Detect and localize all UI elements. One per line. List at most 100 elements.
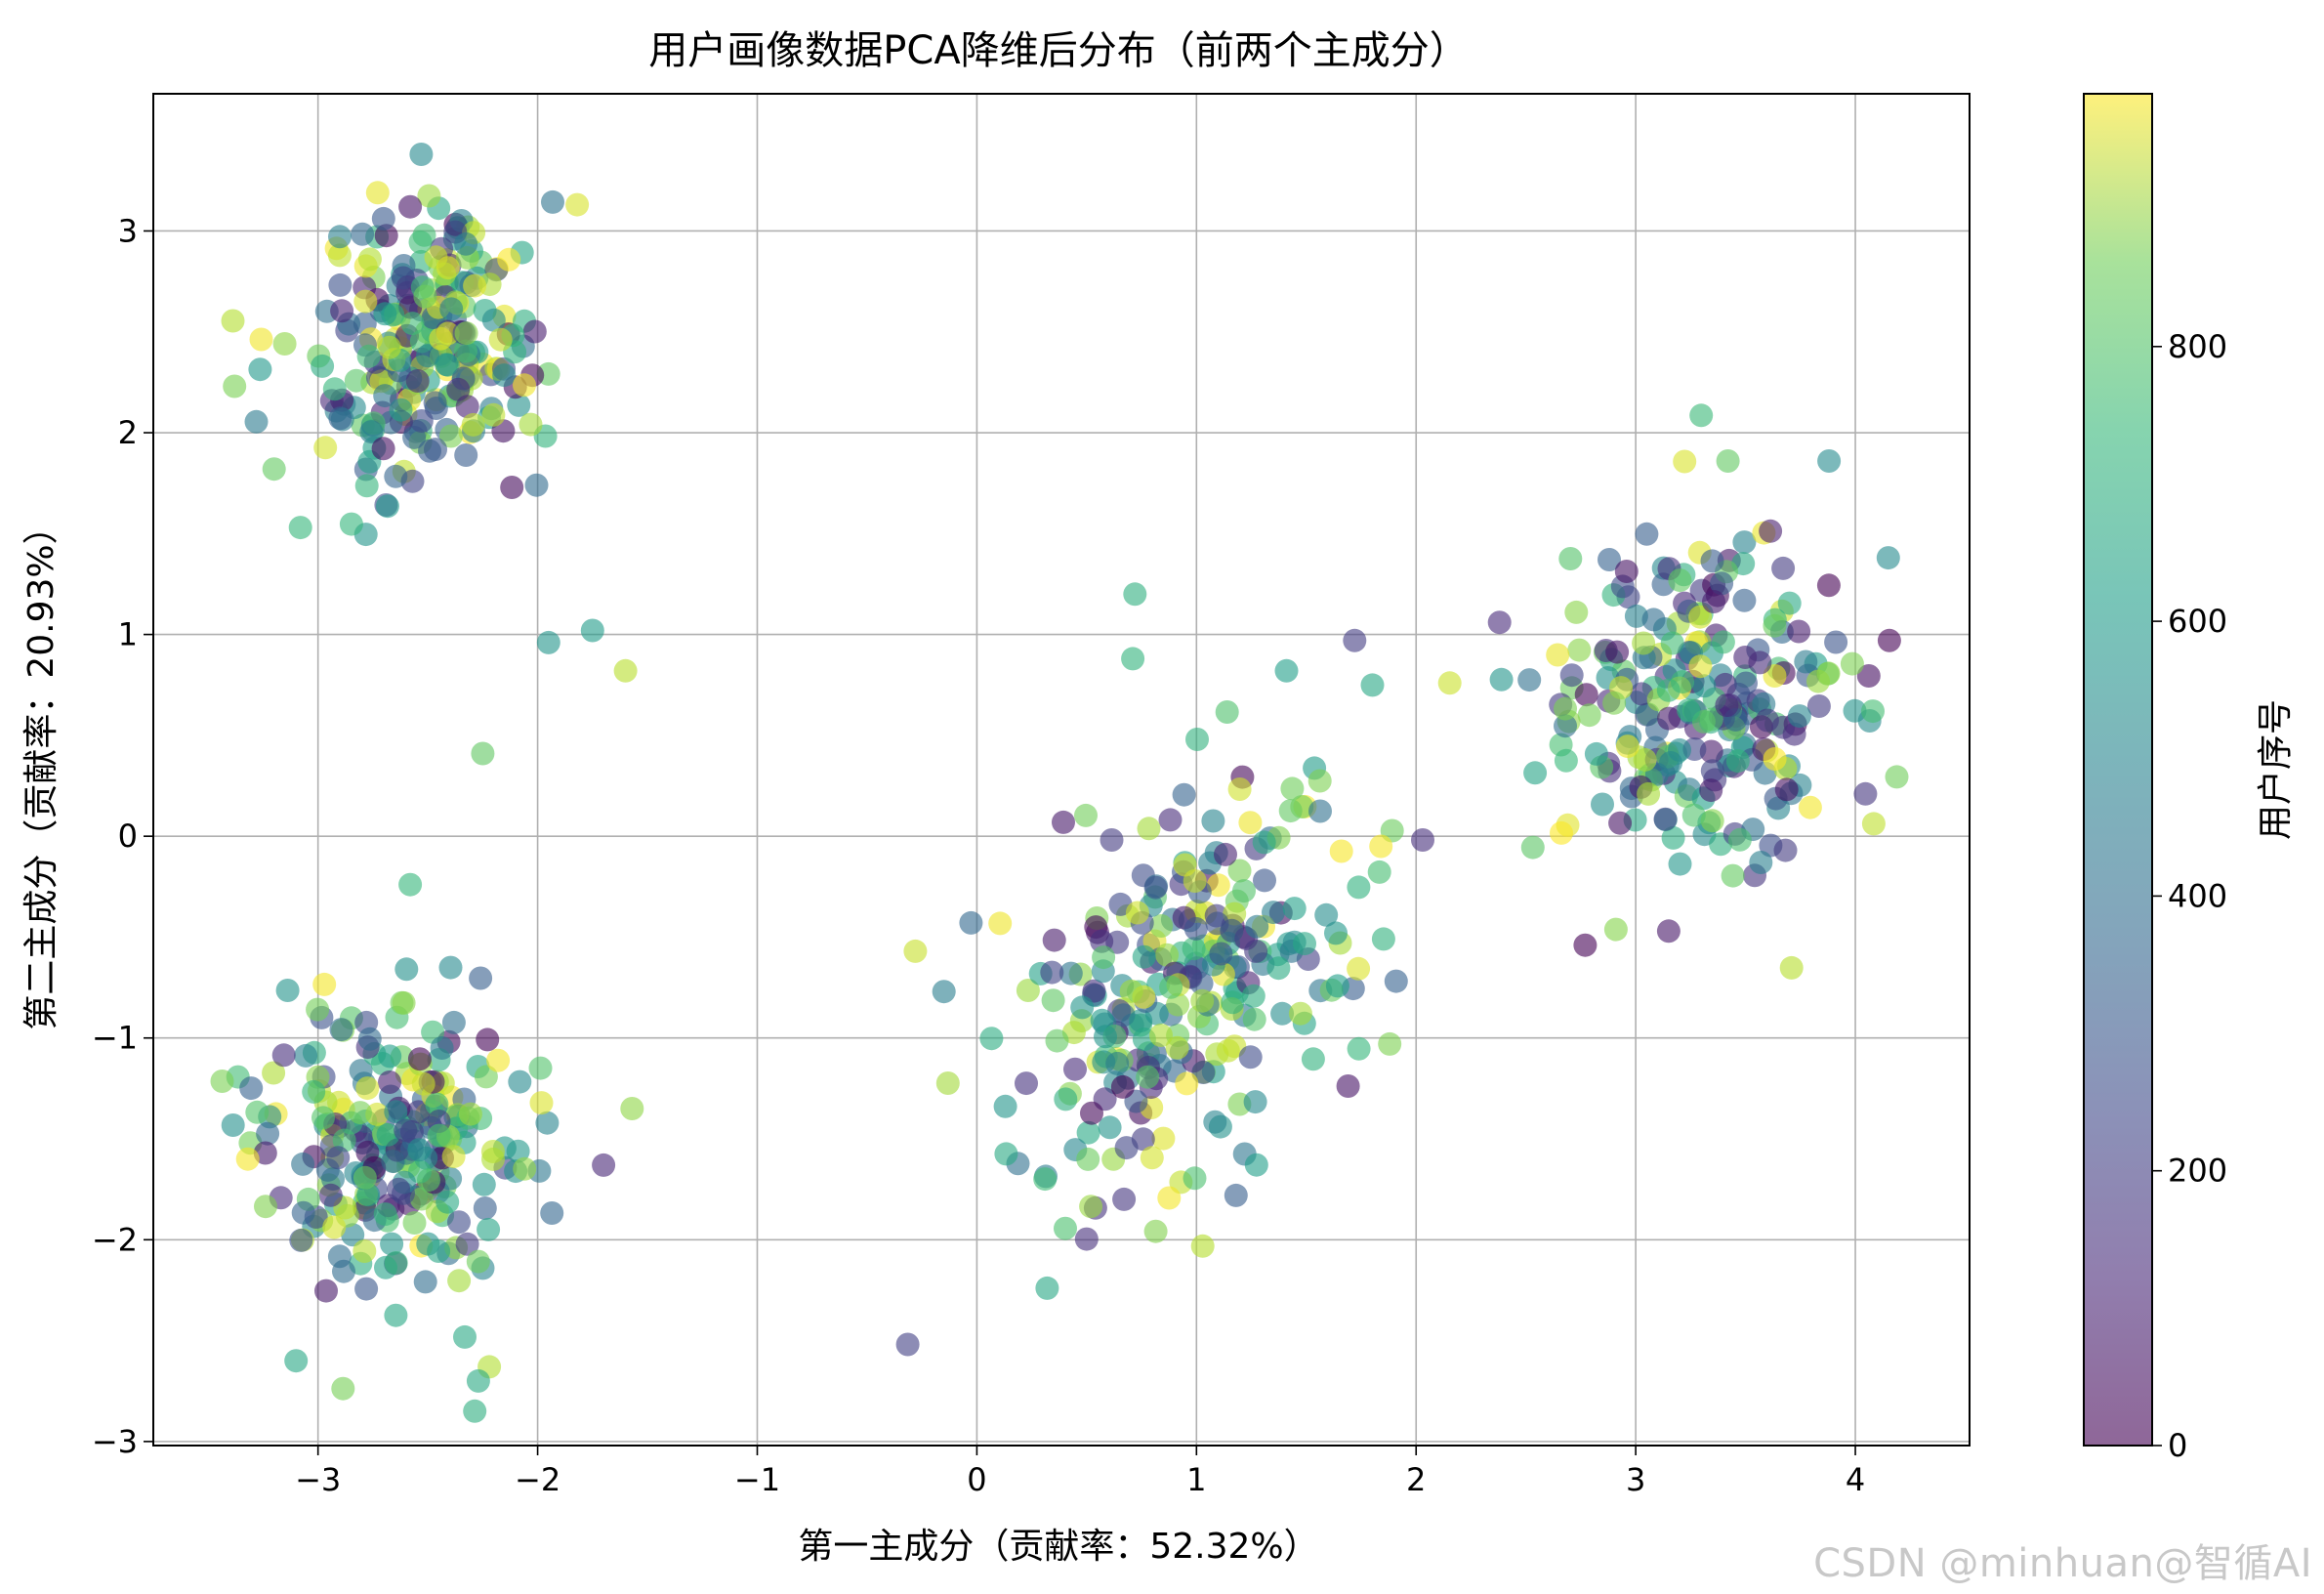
scatter-point [1136,1065,1160,1089]
scatter-point [1702,590,1725,613]
scatter-point [1329,839,1353,863]
scatter-point [1347,875,1371,900]
scatter-point [249,327,273,352]
scatter-point [620,1097,644,1120]
scatter-point [391,266,415,290]
scatter-point [400,312,425,336]
scatter-point [1112,1187,1137,1211]
scatter-point [1282,897,1307,921]
scatter-point [580,618,604,643]
scatter-point [1157,1186,1182,1210]
scatter-point [1052,810,1075,834]
scatter-point [409,1187,434,1211]
scatter-point [1554,748,1578,773]
scatter-point [455,1232,479,1256]
scatter-point [1092,945,1116,970]
scatter-point [371,437,395,461]
scatter-point [1777,591,1802,615]
scatter-point [387,1177,411,1201]
scatter-point [1190,1234,1215,1258]
scatter-point [1035,1276,1059,1300]
scatter-point [466,1249,490,1274]
scatter-point [1293,932,1316,956]
scatter-point [328,406,353,431]
scatter-point [1721,863,1745,888]
scatter-point [1253,868,1276,893]
y-tick-label: 1 [118,616,138,653]
scatter-point [1715,693,1739,718]
scatter-point [341,1223,365,1247]
scatter-point [528,1056,553,1080]
scatter-point [994,1142,1018,1166]
scatter-point [1853,781,1878,806]
scatter-point [354,474,379,498]
scatter-point [291,1152,315,1176]
scatter-point [463,273,487,298]
scatter-point [1343,628,1367,652]
scatter-point [244,409,269,434]
scatter-point [1215,700,1239,724]
scatter-point [254,1195,277,1219]
scatter-point [1759,519,1783,543]
scatter-point [540,1201,564,1225]
scatter-point [353,1239,377,1263]
scatter-point [454,321,478,346]
scatter-point [1252,830,1276,855]
scatter-point [330,299,354,323]
scatter-point [378,1070,401,1094]
scatter-point [481,402,506,427]
y-axis-label: 第二主成分（贡献率：20.93%） [21,509,62,1029]
scatter-point [471,741,495,766]
scatter-point [1262,901,1285,925]
scatter-point [402,1211,427,1235]
plot-frame [152,93,1971,1447]
scatter-point [1221,990,1245,1015]
scatter-point [1074,803,1098,827]
scatter-point [1191,1061,1216,1084]
scatter-point [1598,548,1621,571]
colorbar-frame [2083,93,2153,1447]
scatter-point [472,1172,496,1196]
scatter-point [413,284,437,309]
scatter-point [1816,573,1841,598]
colorbar-label: 用户序号 [2256,699,2296,840]
scatter-point [221,309,245,333]
scatter-point [1070,995,1095,1020]
scatter-point [331,1376,355,1401]
scatter-point [1123,582,1147,607]
scatter-point [438,955,463,980]
scatter-point [275,979,300,1002]
scatter-point [1774,777,1799,802]
scatter-point [903,939,928,963]
scatter-point [519,412,543,437]
x-tick-label: −2 [515,1461,560,1498]
scatter-point [1033,1167,1058,1192]
scatter-point [988,911,1013,936]
scatter-point [357,1027,382,1051]
scatter-point [357,247,382,272]
scatter-point [1546,643,1570,667]
scatter-point [311,354,335,378]
x-tick-label: 0 [967,1461,986,1498]
scatter-point [262,457,286,482]
scatter-point [408,230,433,254]
scatter-point [272,332,297,356]
scatter-point [895,1332,920,1357]
scatter-point [1411,828,1434,852]
scatter-point [1558,547,1583,570]
scatter-point [1378,1031,1402,1056]
scatter-point [979,1027,1004,1051]
scatter-point [1700,809,1724,833]
scatter-point [294,1043,318,1068]
scatter-point [365,181,390,205]
scatter-point [318,1183,343,1207]
scatter-point [235,1147,260,1171]
scatter-point [1243,1090,1267,1114]
x-tick-label: 4 [1846,1461,1865,1498]
scatter-point [436,321,460,346]
scatter-point [447,1210,471,1235]
scatter-point [398,194,423,219]
scatter-point [1054,1216,1077,1240]
scatter-point [1567,638,1592,662]
scatter-point [1158,808,1183,832]
